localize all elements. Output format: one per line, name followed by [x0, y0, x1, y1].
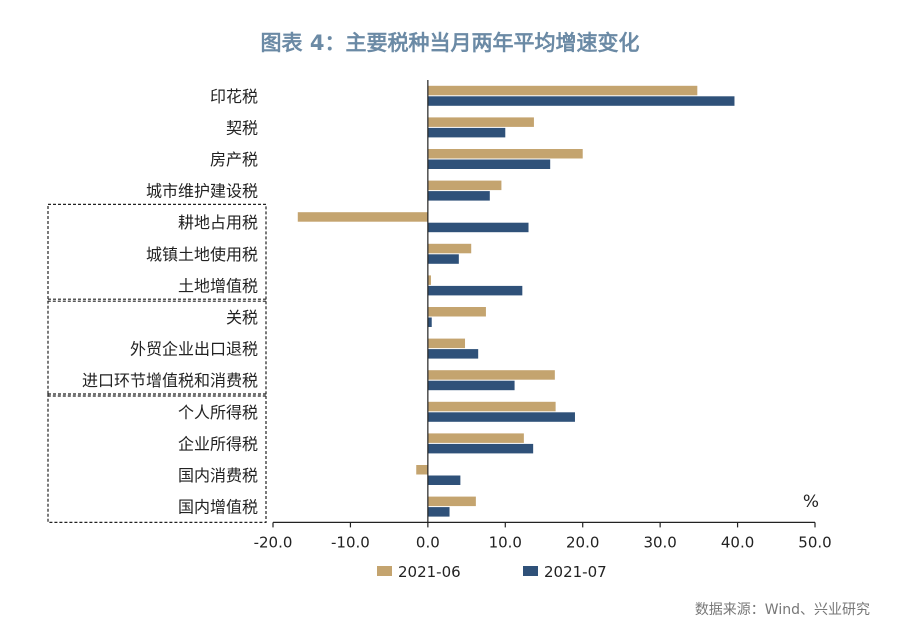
bar-2021-07	[427, 380, 515, 391]
category-labels: 印花税契税房产税城市维护建设税耕地占用税城镇土地使用税土地增值税关税外贸企业出口…	[82, 87, 258, 517]
category-group-box	[47, 203, 267, 302]
category-label: 契税	[226, 118, 258, 137]
bar-2021-06	[427, 85, 698, 96]
category-label: 土地增值税	[178, 276, 258, 295]
bar-2021-07	[427, 507, 450, 517]
bar-2021-07	[427, 285, 523, 296]
chart-title: 图表 4：主要税种当月两年平均增速变化	[261, 31, 640, 55]
category-label: 国内增值税	[178, 498, 258, 517]
x-tick-label: 30.0	[643, 533, 676, 551]
unit-label: %	[803, 492, 819, 512]
bar-2021-07	[427, 191, 490, 201]
legend-label-2021-07: 2021-07	[544, 563, 607, 581]
legend-label-2021-06: 2021-06	[398, 563, 461, 581]
bar-2021-07	[427, 222, 529, 233]
bars	[297, 85, 735, 517]
category-label: 进口环节增值税和消费税	[82, 371, 258, 390]
x-tick-label: 10.0	[489, 533, 522, 551]
legend-swatch-2021-07	[523, 566, 538, 576]
bar-2021-06	[427, 117, 534, 127]
category-label: 耕地占用税	[178, 213, 258, 232]
source-note: 数据来源：Wind、兴业研究	[695, 602, 870, 618]
bar-2021-06	[427, 275, 431, 285]
x-tick-label: -20.0	[254, 533, 293, 551]
bar-2021-06	[427, 370, 555, 380]
bar-2021-07	[427, 443, 534, 454]
x-tick-label: 50.0	[798, 533, 831, 551]
bar-2021-07	[427, 412, 575, 422]
category-group-box	[47, 393, 267, 523]
category-label: 企业所得税	[178, 434, 258, 453]
bar-2021-06	[297, 212, 428, 222]
bar-2021-07	[427, 127, 506, 138]
x-tick-label: 20.0	[566, 533, 599, 551]
category-group-box	[47, 298, 267, 397]
bar-2021-06	[427, 149, 583, 159]
bar-2021-06	[427, 307, 486, 317]
bar-2021-06	[427, 496, 476, 507]
x-tick-label: 40.0	[721, 533, 754, 551]
bar-2021-07	[427, 317, 432, 327]
x-axis: -20.0 -10.0 0.0 10.0 20.0 30.0 40.0 50.0	[254, 80, 832, 551]
category-label: 房产税	[210, 150, 258, 169]
x-tick-label: 0.0	[416, 533, 440, 551]
bar-2021-06	[427, 338, 466, 349]
bar-2021-06	[427, 243, 472, 254]
bar-2021-06	[427, 401, 556, 412]
category-label: 印花税	[210, 87, 258, 106]
x-tick-label: -10.0	[331, 533, 370, 551]
bar-2021-06	[427, 180, 502, 191]
category-label: 个人所得税	[178, 403, 258, 422]
category-label: 国内消费税	[178, 466, 258, 485]
bar-2021-07	[427, 349, 479, 359]
bar-2021-06	[416, 465, 428, 475]
bar-2021-06	[427, 433, 524, 443]
bar-2021-07	[427, 475, 461, 485]
bar-2021-07	[427, 159, 551, 169]
bar-2021-07	[427, 254, 459, 264]
category-label: 关税	[226, 308, 258, 327]
category-group-boxes	[47, 203, 267, 523]
category-label: 外贸企业出口退税	[130, 340, 258, 359]
legend: 2021-06 2021-07	[377, 563, 607, 581]
legend-swatch-2021-06	[377, 566, 392, 576]
category-label: 城市维护建设税	[146, 182, 258, 201]
bar-2021-07	[427, 96, 735, 106]
category-label: 城镇土地使用税	[146, 245, 258, 264]
